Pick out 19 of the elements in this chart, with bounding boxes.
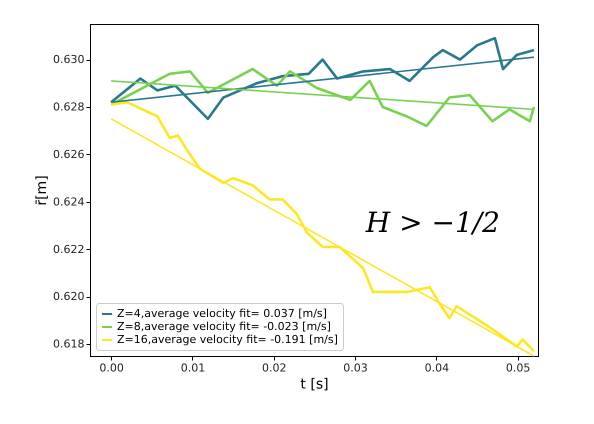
x-tick-label: 0.02 [262, 362, 287, 374]
legend-label: Z=16,average velocity fit= -0.191 [m/s] [117, 333, 338, 346]
y-tick-label: 0.630 [53, 53, 84, 66]
x-tick-label: 0.04 [424, 362, 450, 374]
x-tick-label: 0.05 [506, 362, 530, 374]
x-axis-title: t [s] [300, 376, 329, 392]
y-axis-title: r̄[m] [34, 175, 50, 206]
y-tick-label: 0.622 [53, 242, 84, 256]
legend-label: Z=4,average velocity fit= 0.037 [m/s] [117, 307, 327, 320]
y-tick-label: 0.624 [53, 195, 84, 208]
x-tick-label: 0.00 [99, 362, 124, 374]
y-tick-label: 0.628 [53, 100, 84, 114]
y-tick-label: 0.620 [53, 290, 84, 304]
legend-label: Z=8,average velocity fit= -0.023 [m/s] [117, 320, 331, 333]
y-tick-label: 0.618 [53, 338, 84, 351]
y-tick-label: 0.626 [53, 148, 84, 161]
x-tick-label: 0.01 [180, 362, 206, 374]
annotation: H > −1/2 [364, 206, 500, 239]
x-tick-label: 0.03 [343, 362, 368, 374]
